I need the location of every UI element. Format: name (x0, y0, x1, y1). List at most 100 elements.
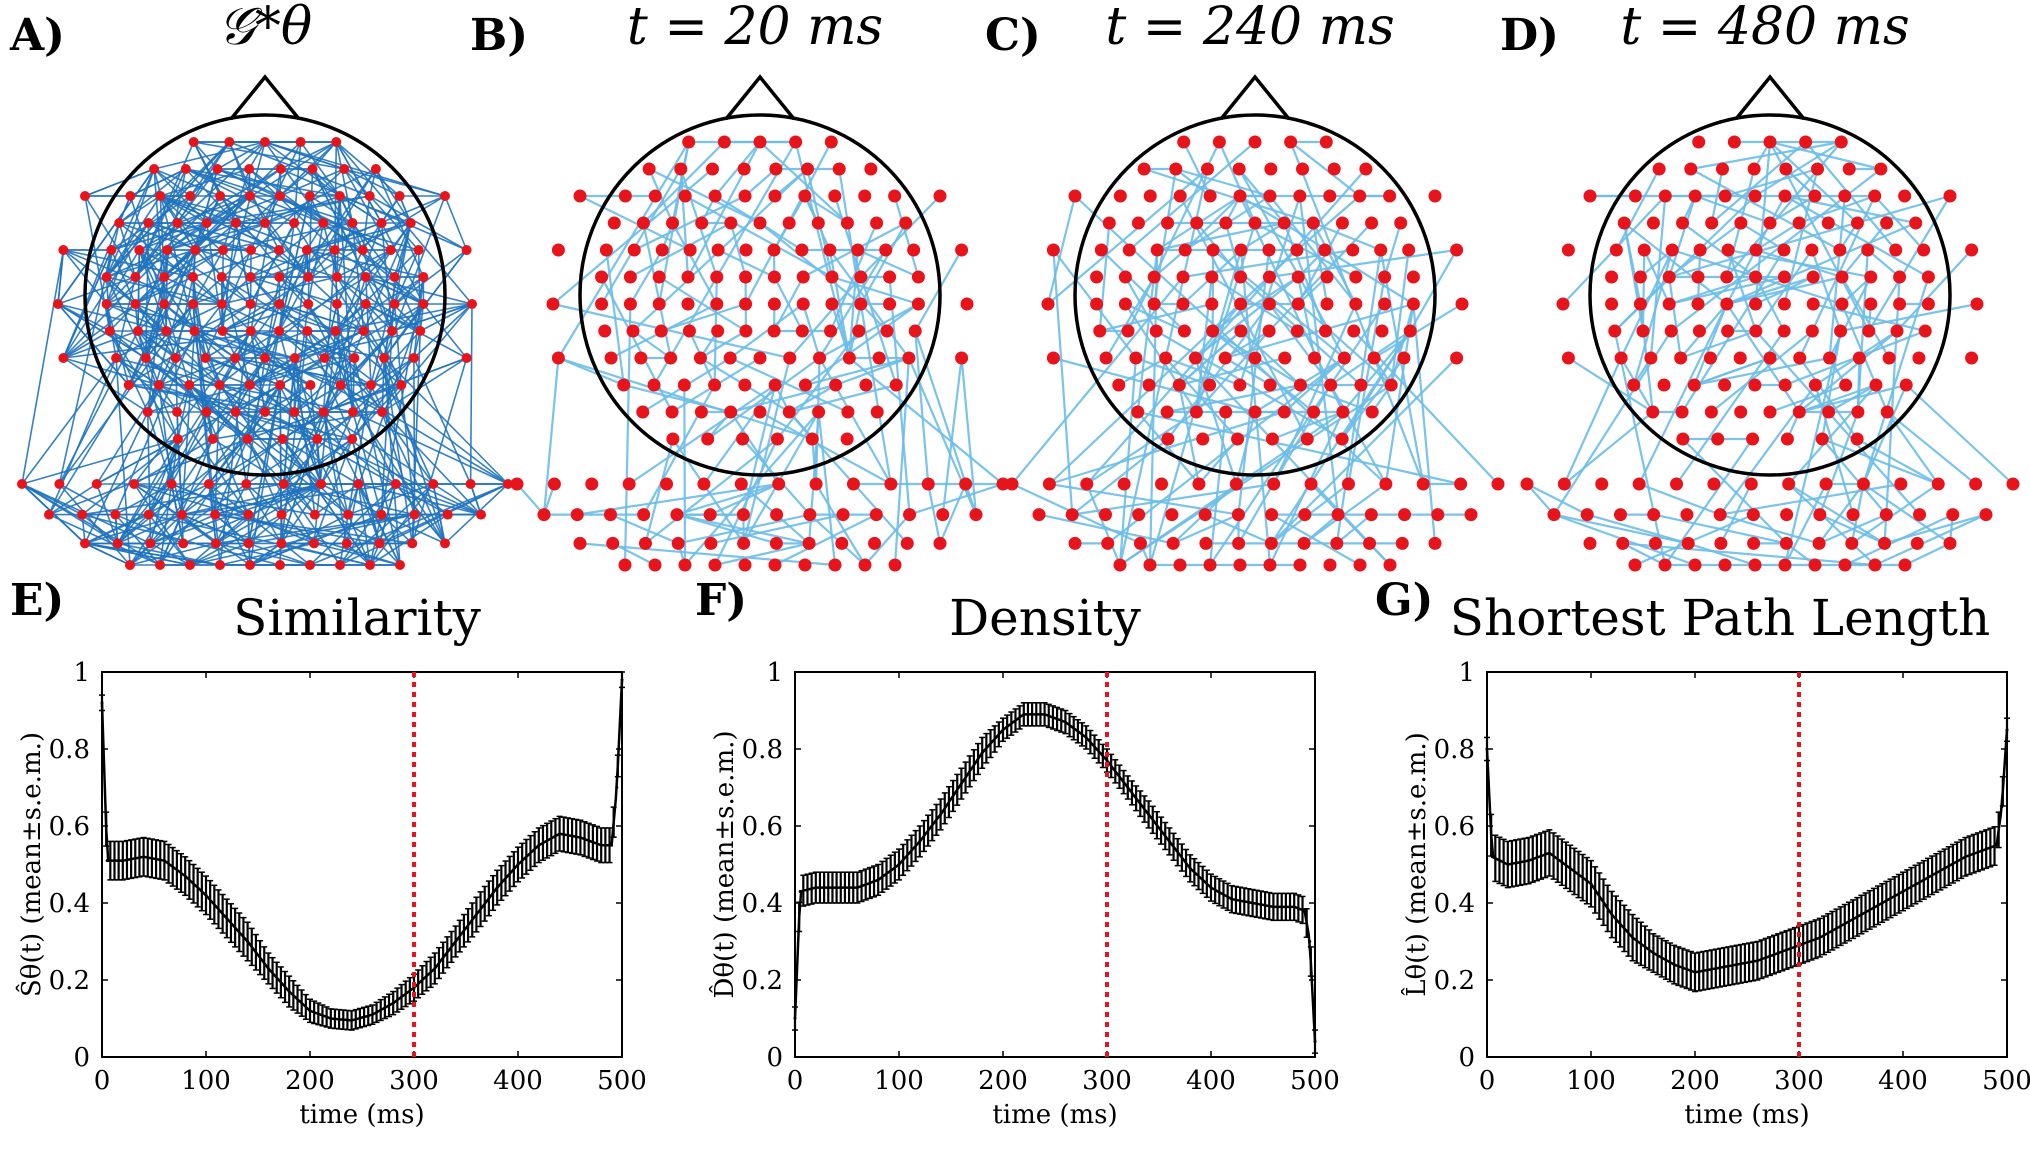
electrode-node (1763, 351, 1777, 365)
electrode-node (809, 477, 823, 491)
x-tick-label: 500 (597, 1066, 647, 1096)
electrode-node (841, 405, 855, 419)
electrode-node (1375, 324, 1389, 338)
electrode-node (110, 509, 121, 520)
electrode-node (370, 164, 381, 174)
electrode-node (585, 477, 599, 491)
electrode-node (551, 351, 565, 365)
y-tick-label: 0 (766, 1043, 783, 1073)
head-outline (83, 113, 447, 477)
topo-panel-graph-t240: C) t = 240 ms (985, 0, 1505, 572)
electrode-node (870, 216, 884, 230)
electrode-node (889, 378, 903, 392)
electrode-node (143, 509, 154, 520)
electrode-node (1196, 432, 1210, 446)
electrode-node (305, 380, 316, 390)
electrode-node (1113, 189, 1127, 203)
electrode-node (1838, 558, 1852, 572)
electrode-node (230, 218, 241, 228)
electrode-node (724, 216, 738, 230)
electrode-node (1721, 324, 1735, 338)
electrode-node (717, 135, 731, 149)
data-point (558, 832, 562, 836)
panel-title: t = 20 ms (627, 0, 883, 57)
electrode-node (442, 509, 453, 520)
electrode-node (1068, 536, 1082, 550)
electrode-node (330, 326, 341, 336)
electrode-node (1644, 351, 1658, 365)
electrode-node (1353, 189, 1367, 203)
electrode-node (1177, 324, 1191, 338)
electrode-node (125, 191, 136, 201)
electrode-node (145, 538, 156, 549)
electrode-node (1406, 270, 1420, 284)
electrode-node (1277, 216, 1291, 230)
electrode-node (130, 272, 141, 282)
y-axis-label: D̂θ(t) (mean±s.e.m.) (709, 730, 740, 998)
electrode-node (622, 477, 636, 491)
electrode-node (1970, 297, 1984, 311)
electrode-node (1165, 508, 1179, 522)
electrode-node (1142, 378, 1156, 392)
electrode-node (1327, 162, 1341, 176)
electrode-node (1931, 477, 1945, 491)
electrode-node (1320, 270, 1334, 284)
electrode-node (1304, 477, 1318, 491)
electrode-node (1005, 477, 1019, 491)
electrode-node (428, 479, 439, 489)
electrode-node (767, 324, 781, 338)
electrode-node (1628, 189, 1642, 203)
electrode-node (2006, 477, 2020, 491)
electrode-node (1178, 243, 1192, 257)
electrode-node (911, 297, 925, 311)
electrode-node (275, 380, 286, 390)
electrode-node (1383, 189, 1397, 203)
electrode-node (1707, 477, 1721, 491)
electrode-node (245, 272, 256, 282)
electrode-node (734, 477, 748, 491)
electrode-node (176, 509, 187, 520)
electrode-node (933, 189, 947, 203)
electrode-node (218, 245, 229, 255)
electrode-node (767, 270, 781, 284)
electrode-node (1293, 558, 1307, 572)
electrode-node (1808, 189, 1822, 203)
electrode-node (1173, 189, 1187, 203)
electrode-node (1520, 477, 1534, 491)
electrode-node (1491, 477, 1505, 491)
electrode-node (736, 508, 750, 522)
electrode-node (1431, 508, 1445, 522)
data-point (370, 1013, 374, 1017)
electrode-node (1450, 243, 1464, 257)
electrode-node (801, 162, 815, 176)
electrode-node (1852, 351, 1866, 365)
electrode-node (418, 272, 429, 282)
electrode-node (1918, 324, 1932, 338)
electrode-node (1094, 243, 1108, 257)
electrode-node (812, 405, 826, 419)
electrode-node (782, 405, 796, 419)
data-point (798, 889, 802, 893)
electrode-node (705, 162, 719, 176)
electrode-node (1835, 270, 1849, 284)
electrode-node (1777, 324, 1791, 338)
electrode-node (331, 137, 342, 147)
data-point (537, 843, 541, 847)
electrode-node (112, 538, 123, 549)
electrode-node (1561, 351, 1575, 365)
electrode-node (1605, 297, 1619, 311)
electrode-node (666, 216, 680, 230)
electrode-node (879, 243, 893, 257)
electrode-node (1428, 536, 1442, 550)
electrode-node (738, 378, 752, 392)
electrode-node (1799, 135, 1813, 149)
electrode-node (1912, 351, 1926, 365)
electrode-node (230, 407, 241, 417)
data-point (1167, 839, 1171, 843)
electrode-node (365, 560, 375, 570)
y-tick-label: 0.6 (742, 812, 783, 842)
electrode-node (573, 189, 587, 203)
electrode-node (1206, 324, 1220, 338)
y-tick-label: 0.2 (742, 966, 783, 996)
electrode-node (647, 378, 661, 392)
